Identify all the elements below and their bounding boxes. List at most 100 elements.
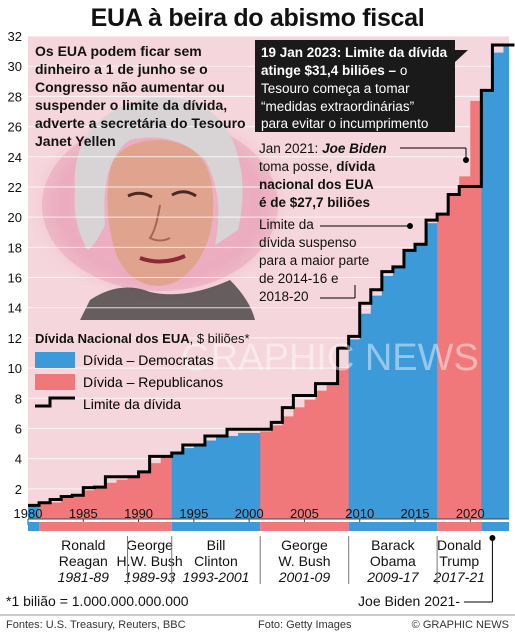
president-name: George (126, 537, 173, 553)
term-band (481, 522, 509, 531)
debt-bar-2023 (503, 45, 509, 519)
debt-bar-1994 (182, 448, 195, 519)
debt-bar-1993 (171, 452, 184, 519)
biden-2021-callout: Jan 2021: Joe Biden toma posse, dívida n… (259, 141, 469, 210)
x-tick-label: 2000 (235, 506, 264, 521)
debt-bar-2018 (448, 194, 460, 519)
debt-bar-2016 (426, 223, 438, 519)
y-tick-label: 2 (15, 482, 22, 497)
photo-credit: Foto: Getty Images (258, 619, 352, 631)
term-band (28, 522, 40, 531)
term-band (260, 522, 349, 531)
debt-bar-2020 (470, 100, 482, 519)
debt-bar-2007 (326, 383, 339, 519)
debt-bar-1980 (28, 505, 40, 519)
debt-bar-2015 (415, 244, 427, 519)
term-band (127, 522, 172, 531)
legend-republicans: Dívida – Republicanos (83, 374, 223, 390)
debt-bar-2013 (392, 266, 405, 519)
svg-text:19 Jan 2023: Limite da dívida: 19 Jan 2023: Limite da dívida atinge $31… (261, 45, 451, 131)
debt-limit-line (28, 43, 515, 507)
debt-bar-1991 (149, 463, 162, 519)
x-tick-label: 2010 (345, 506, 374, 521)
footnote: *1 bilião = 1.000.000.000.000 (6, 593, 189, 609)
president-name: Reagan (59, 553, 108, 569)
president-name: Donald (437, 537, 481, 553)
x-tick-label: 1980 (14, 506, 43, 521)
debt-bar-2002 (271, 425, 283, 519)
x-tick-label: 2015 (401, 506, 430, 521)
president-name: Obama (370, 553, 416, 569)
debt-bar-1988 (116, 479, 129, 519)
debt-bar-2004 (293, 407, 306, 519)
y-tick-label: 30 (8, 59, 22, 74)
page-title: EUA à beira do abismo fiscal (90, 4, 425, 32)
president-years: 1981-89 (58, 569, 110, 585)
y-tick-label: 20 (8, 210, 22, 225)
debt-bar-2014 (403, 250, 416, 519)
x-tick-label: 1985 (69, 506, 98, 521)
debt-bar-1999 (238, 432, 250, 519)
debt-bar-1982 (50, 502, 62, 519)
svg-text:Dívida Nacional dos EUA, $ bil: Dívida Nacional dos EUA, $ biliões* (35, 331, 250, 346)
term-band (437, 522, 482, 531)
debt-bar-1985 (83, 490, 95, 519)
debt-bar-1981 (39, 503, 51, 519)
y-tick-label: 26 (8, 120, 22, 135)
debt-bar-1995 (193, 445, 206, 519)
yellen-portrait (25, 97, 295, 320)
debt-bar-2000 (249, 432, 261, 519)
y-tick-label: 12 (8, 331, 22, 346)
debt-bar-1998 (227, 435, 239, 519)
term-band (39, 522, 128, 531)
y-tick-label: 16 (8, 271, 22, 286)
debt-bar-2009 (348, 339, 361, 519)
debt-bar-2017 (437, 214, 449, 519)
svg-text:Limite da dívida suspe: Limite da dívida suspenso para a maior p… (259, 217, 373, 304)
debt-bar-1992 (160, 457, 173, 519)
president-name: Ronald (61, 537, 105, 553)
x-tick-label: 1990 (124, 506, 153, 521)
president-name: Barack (371, 537, 416, 553)
legend: Dívida Nacional dos EUA, $ biliões* Dívi… (35, 331, 250, 412)
y-tick-label: 14 (8, 301, 22, 316)
y-tick-label: 28 (8, 89, 22, 104)
debt-bar-2010 (359, 313, 372, 519)
y-tick-label: 8 (15, 391, 22, 406)
debt-bar-1984 (72, 494, 84, 519)
president-years: 2017-21 (433, 569, 485, 585)
president-years: 2009-17 (366, 569, 420, 585)
debt-bar-1989 (127, 475, 140, 519)
debt-bar-2001 (260, 431, 272, 519)
president-name: Clinton (194, 553, 238, 569)
debt-bars (28, 45, 509, 519)
y-tick-label: 24 (8, 150, 22, 165)
debt-bar-2006 (315, 390, 328, 519)
debt-bar-2019 (459, 176, 471, 519)
president-name: Bill (207, 537, 226, 553)
debt-limit-callout: 19 Jan 2023: Limite da dívida atinge $31… (255, 40, 468, 132)
y-tick-label: 10 (8, 361, 22, 376)
debt-bar-1996 (204, 440, 217, 519)
term-band (348, 522, 438, 531)
president-name: Trump (439, 553, 479, 569)
x-tick-label: 2020 (456, 506, 485, 521)
debt-bar-1987 (105, 482, 118, 519)
legend-debt-limit: Limite da dívida (83, 396, 181, 412)
x-tick-label: 2005 (290, 506, 319, 521)
president-years: 1989-93 (124, 569, 176, 585)
debt-bar-1986 (94, 485, 107, 519)
presidency-bands (28, 522, 509, 531)
president-biden: Joe Biden 2021- (358, 593, 460, 609)
debt-bar-2011 (370, 295, 383, 519)
president-name: W. Bush (278, 553, 330, 569)
term-band (171, 522, 261, 531)
debt-bar-2012 (381, 275, 394, 519)
x-axis: 1980 1985 1990 1995 2000 2005 2010 2015 2020 (14, 506, 485, 525)
y-tick-label: 32 (8, 29, 22, 44)
x-tick-label: 1995 (179, 506, 208, 521)
